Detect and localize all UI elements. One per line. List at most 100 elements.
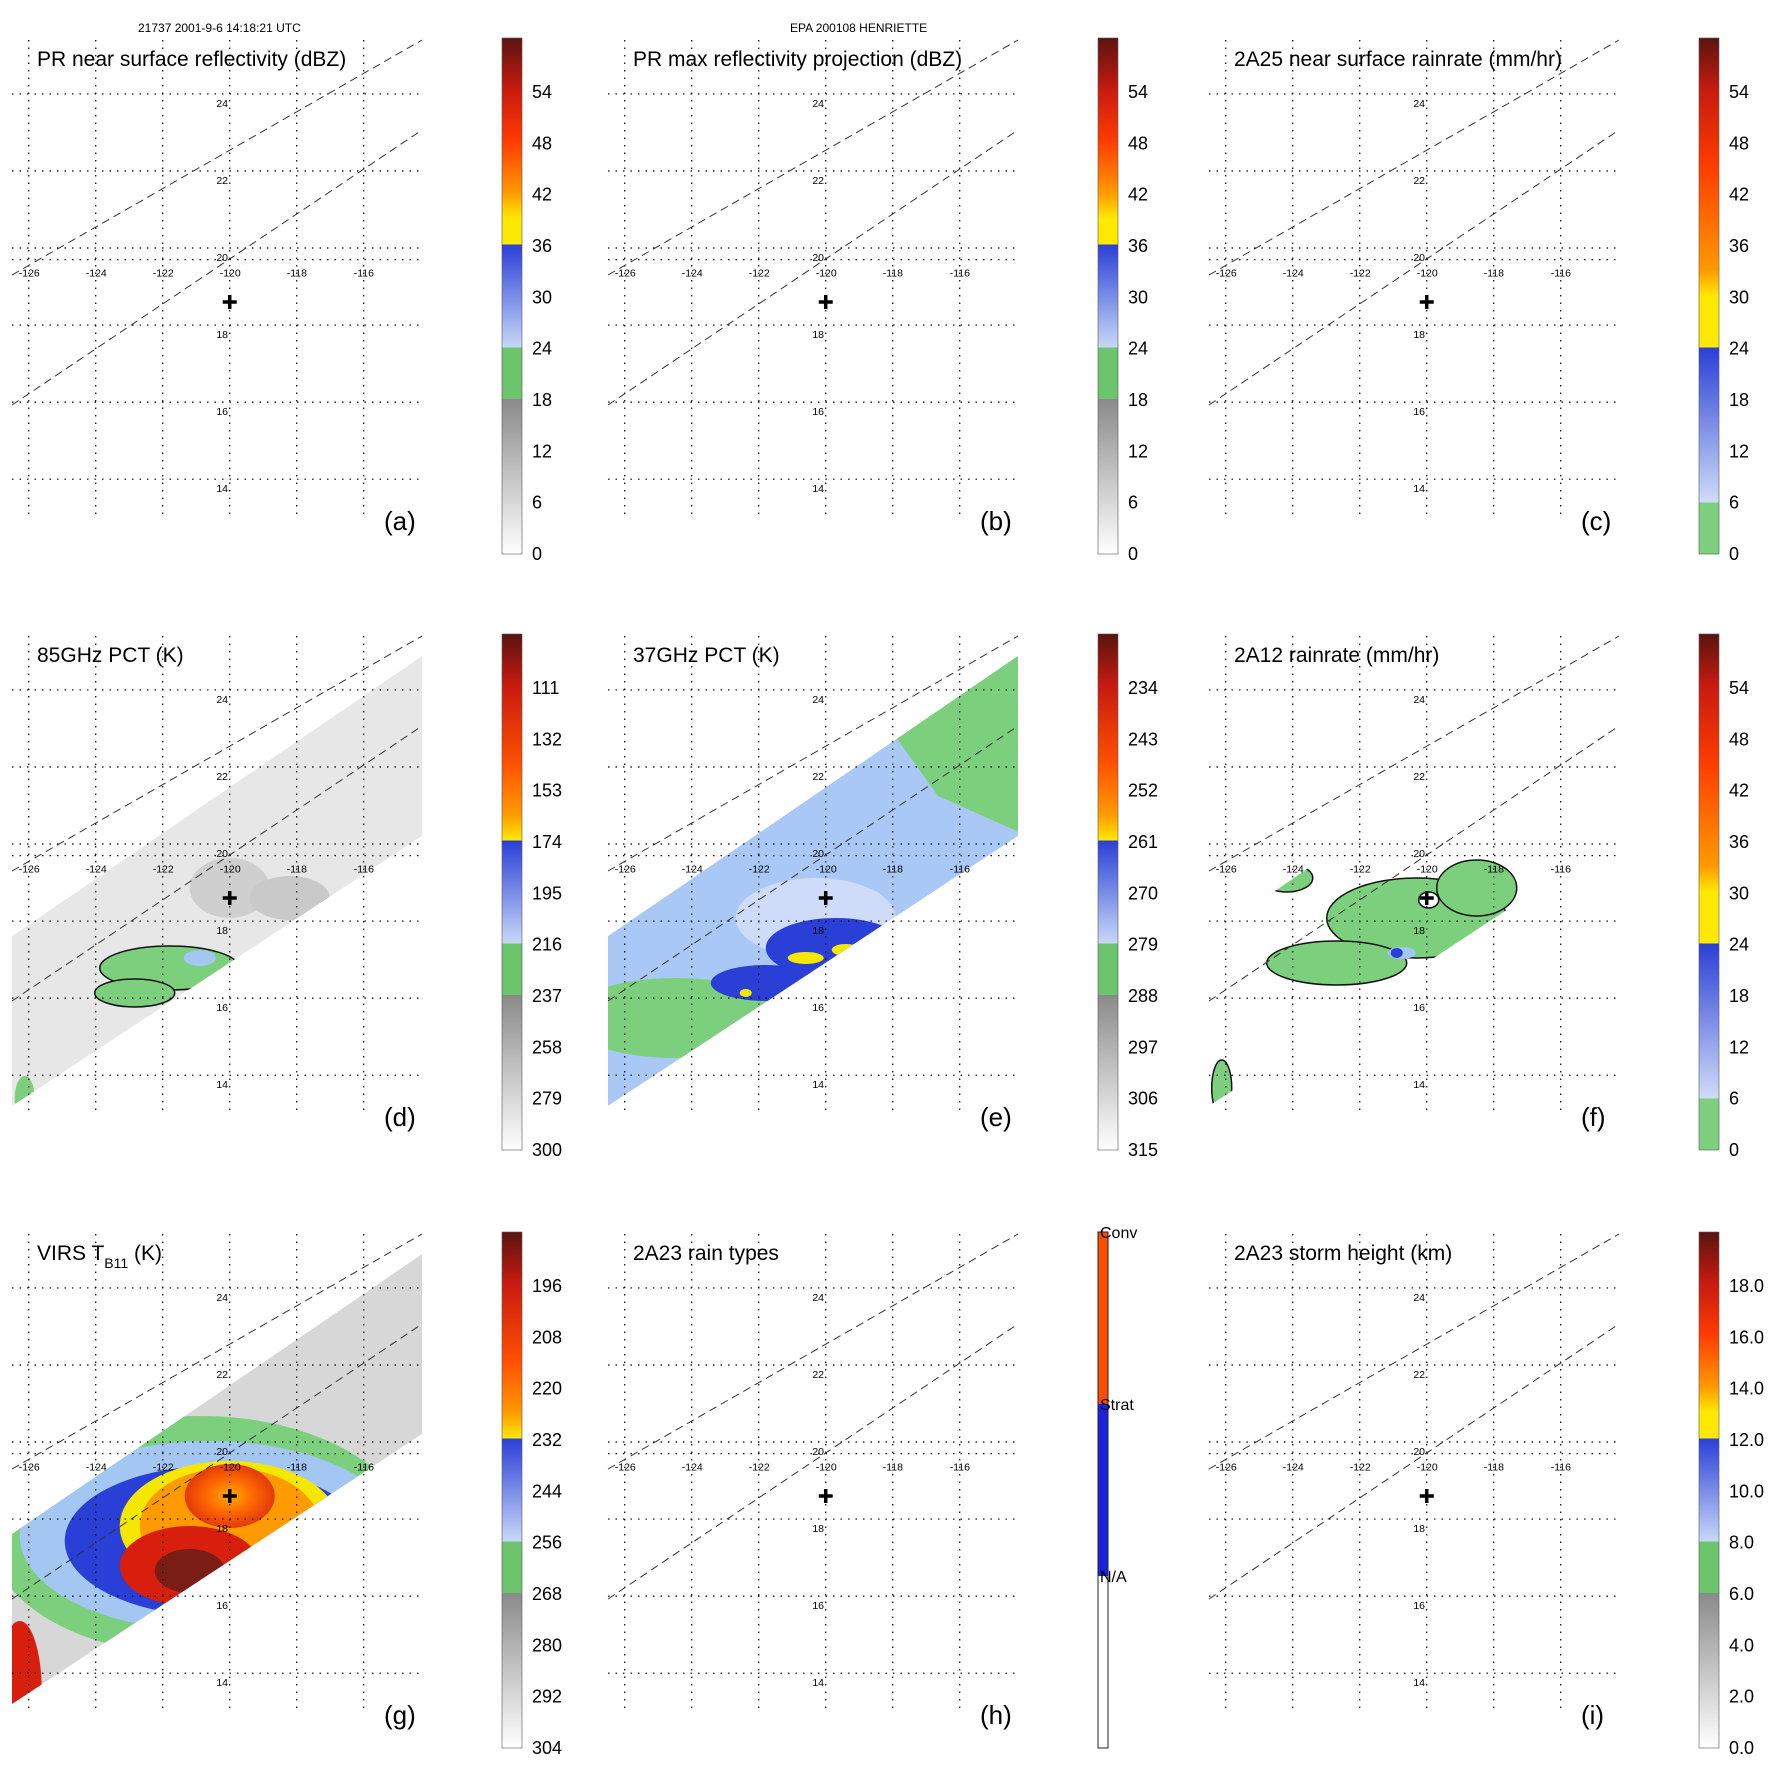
- colorbar-tick-label: 48: [1128, 133, 1148, 153]
- rain-region: [1435, 859, 1518, 917]
- panel-letter: (i): [1581, 1700, 1604, 1730]
- colorbar-tick-label: 2.0: [1729, 1687, 1754, 1707]
- lon-tick-label: -116: [950, 1462, 970, 1474]
- graticule: [12, 1234, 424, 1714]
- lat-tick-label: 24: [1413, 1292, 1425, 1304]
- colorbar-tick-label: 0: [1128, 544, 1138, 564]
- lon-tick-label: -118: [1484, 268, 1504, 280]
- peak-region: [787, 951, 824, 964]
- swath-edge-line: [11, 1323, 423, 1600]
- colorbar-tick-label: 300: [532, 1140, 562, 1160]
- colorbar-tick-label: 12.0: [1729, 1430, 1764, 1450]
- orbit-time-label: 21737 2001-9-6 14:18:21 UTC: [138, 21, 301, 35]
- colorbar-tick-label: 234: [1128, 678, 1158, 698]
- colorbar-bar: [1698, 37, 1720, 555]
- colorbar-tick-label: 279: [532, 1089, 562, 1109]
- colorbar: 196 208 220 232 244 256 268 280 292 304: [501, 1231, 562, 1758]
- lat-tick-label: 16: [1413, 1600, 1425, 1612]
- lon-tick-label: -120: [816, 268, 837, 280]
- swath-edges: [1208, 39, 1620, 406]
- panel-a: -126 -124 -122 -120 -118 -116 24 22 20 18 16 14 PR n…: [11, 37, 552, 564]
- colorbar-tick-label: 174: [532, 832, 562, 852]
- rain-region: [1210, 1059, 1233, 1106]
- rain-core: [183, 949, 216, 966]
- lon-tick-label: -126: [1216, 268, 1237, 280]
- panel-title: 37GHz PCT (K): [633, 644, 780, 667]
- lon-tick-label: -120: [220, 1462, 241, 1474]
- colorbar-tick-label: 24: [1128, 339, 1148, 359]
- swath-edges: [607, 635, 1019, 1002]
- lon-tick-label: -126: [1216, 864, 1237, 876]
- colorbar-tick-label: 279: [1128, 935, 1158, 955]
- colorbar: Conv Strat N/A: [1097, 1225, 1137, 1749]
- panel-letter: (d): [384, 1102, 416, 1132]
- lat-tick-label: 14: [216, 483, 228, 495]
- lat-tick-label: 20: [1413, 252, 1425, 264]
- colorbar-tick-label: 6: [532, 493, 542, 513]
- storm-name-label: EPA 200108 HENRIETTE: [790, 21, 928, 35]
- colorbar: 54 48 42 36 30 24 18 12 6 0: [501, 37, 552, 564]
- colorbar-tick-label: 270: [1128, 883, 1158, 903]
- colorbar-bar: [501, 37, 523, 555]
- lon-tick-label: -116: [1551, 864, 1571, 876]
- colorbar-tick-label: 36: [532, 236, 552, 256]
- rain-core: [1390, 947, 1403, 958]
- lon-tick-label: -124: [682, 864, 703, 876]
- colorbar: 234 243 252 261 270 279 288 297 306 315: [1097, 633, 1158, 1160]
- storm-center-marker: [1419, 294, 1434, 309]
- colorbar-tick-label: 280: [532, 1635, 562, 1655]
- colorbar-tick-label: 14.0: [1729, 1379, 1764, 1399]
- colorbar-bar: [1698, 1231, 1720, 1749]
- colorbar-bar: [1698, 633, 1720, 1151]
- lat-tick-label: 20: [1413, 1446, 1425, 1458]
- lat-tick-label: 20: [812, 848, 824, 860]
- lat-tick-label: 14: [216, 1079, 228, 1091]
- lon-tick-label: -118: [883, 864, 903, 876]
- colorbar-tick-label: 24: [1729, 935, 1749, 955]
- colorbar-tick-label: 48: [532, 133, 552, 153]
- lat-tick-label: 18: [812, 925, 824, 937]
- panel-title: 85GHz PCT (K): [37, 644, 184, 667]
- colorbar-tick-label: 111: [532, 678, 559, 698]
- colorbar-tick-label: 315: [1128, 1140, 1158, 1160]
- lat-tick-label: 24: [216, 98, 228, 110]
- graticule: [1209, 1234, 1621, 1714]
- lat-tick-label: 24: [1413, 98, 1425, 110]
- lat-tick-label: 14: [216, 1677, 228, 1689]
- colorbar-tick-label: 306: [1128, 1089, 1158, 1109]
- swath-edge-line: [607, 725, 1019, 1002]
- lon-tick-label: -116: [1551, 1462, 1571, 1474]
- lon-tick-label: -118: [287, 1462, 307, 1474]
- lat-tick-label: 16: [812, 1002, 824, 1014]
- colorbar-tick-label: 0: [1729, 1140, 1739, 1160]
- colorbar-tick-label: 0: [532, 544, 542, 564]
- colorbar-tick-label: 12: [1729, 441, 1749, 461]
- swath-edges: [607, 39, 1019, 406]
- storm-center-marker: [222, 890, 237, 905]
- eye: [1417, 891, 1440, 909]
- colorbar-tick-label: 6: [1128, 493, 1138, 513]
- lon-tick-label: -126: [19, 268, 40, 280]
- panel-letter: (b): [980, 506, 1012, 536]
- lon-tick-label: -124: [1283, 864, 1304, 876]
- lon-tick-label: -126: [615, 864, 636, 876]
- lon-tick-label: -126: [1216, 1462, 1237, 1474]
- lat-tick-label: 22: [1413, 1369, 1425, 1381]
- lon-tick-label: -126: [19, 1462, 40, 1474]
- colorbar-tick-label: 24: [532, 339, 552, 359]
- colorbar-bar: [1097, 633, 1119, 1151]
- graticule: [608, 1234, 1020, 1714]
- rain-region: [1265, 940, 1408, 986]
- swath-edge-line: [11, 1233, 423, 1470]
- colorbar-tick-label: 24: [1729, 339, 1749, 359]
- lat-tick-label: 20: [812, 252, 824, 264]
- lon-tick-label: -120: [816, 864, 837, 876]
- panel-letter: (g): [384, 1700, 416, 1730]
- convective-cell: [12, 1620, 42, 1704]
- lon-tick-label: -122: [1350, 864, 1371, 876]
- panel-b: -126 -124 -122 -120 -118 -116 24 22 20 18 16 14 PR m…: [607, 37, 1148, 564]
- colorbar-tick-label: 216: [532, 935, 562, 955]
- swath-edges: [11, 39, 423, 406]
- lon-tick-label: -118: [287, 268, 307, 280]
- colorbar-tick-label: 42: [1729, 185, 1749, 205]
